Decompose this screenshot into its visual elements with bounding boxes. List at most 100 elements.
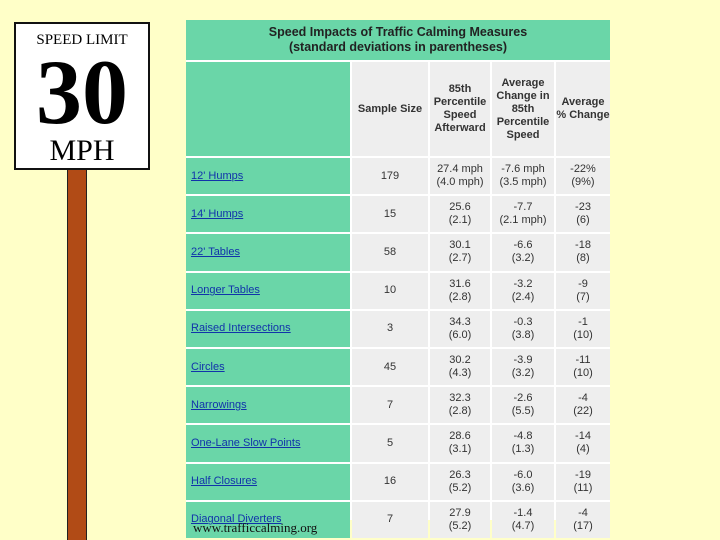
table-cell-measure[interactable]: 22' Tables (186, 234, 350, 271)
cell-value: Narrowings (191, 398, 247, 411)
cell-value: -6.6 (513, 239, 533, 252)
cell-std-dev: (5.2) (448, 519, 472, 532)
cell-std-dev: (3.1) (448, 443, 472, 456)
cell-value: -9 (578, 277, 588, 290)
cell-value: -14 (575, 430, 591, 443)
cell-value: -22% (570, 163, 596, 176)
cell-value: 27.4 mph (437, 163, 483, 176)
traffic-calming-table: Speed Impacts of Traffic Calming Measure… (186, 20, 610, 538)
table-cell-pct: -4 (22) (556, 387, 610, 424)
cell-value: -11 (575, 354, 591, 367)
table-cell-measure[interactable]: Longer Tables (186, 272, 350, 309)
table-title: Speed Impacts of Traffic Calming Measure… (186, 20, 610, 60)
table-cell-sample: 7 (352, 387, 428, 424)
cell-std-dev: (4.7) (511, 519, 535, 532)
cell-value: 14' Humps (191, 207, 244, 220)
header-sample-size: Sample Size (352, 62, 428, 156)
cell-std-dev: (4.3) (448, 367, 472, 380)
cell-value: Longer Tables (191, 284, 260, 297)
cell-value: 30.1 (449, 239, 471, 252)
cell-std-dev: (2.1) (448, 214, 472, 227)
cell-std-dev: (3.2) (511, 252, 535, 265)
cell-value: -1.4 (513, 506, 533, 519)
table-cell-pct: -19 (11) (556, 463, 610, 500)
table-cell-speed: 34.3 (6.0) (430, 310, 490, 347)
cell-std-dev: (4) (576, 443, 590, 456)
table-cell-sample: 5 (352, 425, 428, 462)
cell-value: 22' Tables (191, 245, 240, 258)
cell-std-dev: (17) (573, 519, 593, 532)
table-cell-sample: 16 (352, 463, 428, 500)
cell-value: Circles (191, 360, 225, 373)
table-cell-speed: 28.6 (3.1) (430, 425, 490, 462)
table-cell-sample: 58 (352, 234, 428, 271)
table-cell-sample: 15 (352, 196, 428, 233)
table-cell-pct: -22% (9%) (556, 158, 610, 195)
cell-value: 26.3 (449, 468, 471, 481)
cell-value: -0.3 (513, 315, 533, 328)
cell-value: -4 (578, 506, 588, 519)
cell-value: Half Closures (191, 475, 258, 488)
cell-std-dev: (2.4) (511, 290, 535, 303)
cell-value: 3 (386, 322, 394, 335)
cell-std-dev: (10) (573, 328, 593, 341)
table-cell-measure[interactable]: 12' Humps (186, 158, 350, 195)
source-url: www.trafficcalming.org (193, 520, 318, 535)
table-cell-pct: -23 (6) (556, 196, 610, 233)
speed-limit-sign: SPEED LIMIT 30 MPH (14, 22, 150, 170)
table-title-line2: (standard deviations in parentheses) (288, 40, 508, 54)
table-cell-sample: 7 (352, 501, 428, 538)
cell-value: -2.6 (513, 392, 533, 405)
cell-value: 27.9 (449, 506, 471, 519)
table-cell-pct: -14 (4) (556, 425, 610, 462)
cell-value: -19 (575, 468, 591, 481)
table-cell-speed: 25.6 (2.1) (430, 196, 490, 233)
header-average-change: Average Change in 85th Percentile Speed (492, 62, 554, 156)
cell-std-dev: (3.5 mph) (499, 176, 547, 189)
table-cell-speed: 30.1 (2.7) (430, 234, 490, 271)
table-cell-measure[interactable]: Narrowings (186, 387, 350, 424)
header-blank (186, 62, 350, 156)
cell-value: 16 (383, 475, 397, 488)
table-cell-speed: 26.3 (5.2) (430, 463, 490, 500)
cell-value: -18 (575, 239, 591, 252)
cell-std-dev: (1.3) (511, 443, 535, 456)
cell-std-dev: (11) (573, 481, 593, 494)
table-cell-change: -2.6 (5.5) (492, 387, 554, 424)
table-cell-pct: -1 (10) (556, 310, 610, 347)
sign-post (67, 170, 87, 540)
cell-value: 179 (380, 169, 400, 182)
cell-std-dev: (3.6) (511, 481, 535, 494)
cell-value: -7.7 (513, 201, 533, 214)
table-cell-change: -4.8 (1.3) (492, 425, 554, 462)
table-cell-measure[interactable]: Circles (186, 349, 350, 386)
table-cell-change: -1.4 (4.7) (492, 501, 554, 538)
cell-value: -6.0 (513, 468, 533, 481)
table-cell-sample: 3 (352, 310, 428, 347)
table-cell-measure[interactable]: Diagonal Diverters (186, 501, 350, 538)
cell-std-dev: (2.7) (448, 252, 472, 265)
table-cell-measure[interactable]: Raised Intersections (186, 310, 350, 347)
table-cell-measure[interactable]: Half Closures (186, 463, 350, 500)
cell-value: -4 (578, 392, 588, 405)
sign-number: 30 (36, 41, 128, 143)
table-cell-measure[interactable]: One-Lane Slow Points (186, 425, 350, 462)
cell-value: 15 (383, 207, 397, 220)
table-cell-change: -0.3 (3.8) (492, 310, 554, 347)
header-85th-percentile: 85th Percentile Speed Afterward (430, 62, 490, 156)
table-cell-sample: 179 (352, 158, 428, 195)
table-cell-measure[interactable]: 14' Humps (186, 196, 350, 233)
cell-value: Diagonal Diverters (191, 513, 282, 526)
cell-std-dev: (6.0) (448, 328, 472, 341)
cell-value: -3.2 (513, 277, 533, 290)
cell-value: 30.2 (449, 354, 471, 367)
sign-unit: MPH (49, 134, 115, 167)
table-cell-change: -3.9 (3.2) (492, 349, 554, 386)
table-cell-change: -6.6 (3.2) (492, 234, 554, 271)
cell-value: 58 (383, 245, 397, 258)
cell-value: 7 (386, 398, 394, 411)
table-cell-change: -7.7 (2.1 mph) (492, 196, 554, 233)
sign-top-text: SPEED LIMIT (36, 32, 128, 48)
cell-value: 10 (383, 284, 397, 297)
table-cell-change: -7.6 mph (3.5 mph) (492, 158, 554, 195)
